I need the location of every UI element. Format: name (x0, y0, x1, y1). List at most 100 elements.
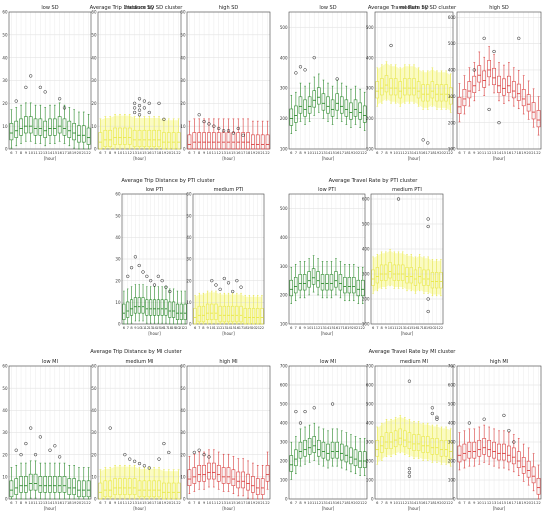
box (507, 445, 511, 463)
outlier-point (167, 450, 171, 455)
box (439, 84, 444, 102)
box (142, 129, 147, 148)
x-tick-label: 14 (326, 501, 331, 505)
outlier-point (53, 444, 57, 448)
box (371, 269, 375, 286)
outlier-point (123, 453, 127, 457)
box (362, 451, 367, 468)
outlier-point (192, 450, 196, 455)
outlier-point (396, 197, 401, 201)
panel-subtitle: low SD (41, 5, 58, 11)
outlier-point (407, 470, 412, 475)
x-tick-label: 19 (251, 501, 256, 505)
box (418, 267, 422, 284)
panel-subtitle: high MI (219, 359, 237, 365)
x-tick-label: 18 (430, 151, 435, 155)
box (251, 134, 255, 150)
y-tick-label: 400 (448, 421, 456, 426)
y-tick-label: 100 (366, 478, 374, 483)
x-tick-label: 17 (512, 151, 517, 155)
box (127, 478, 132, 495)
x-tick-label: 20 (175, 326, 180, 330)
y-tick-label: 20 (115, 278, 121, 283)
x-tick-label: 12 (38, 151, 43, 155)
y-tick-label: 40 (91, 408, 97, 413)
x-tick-label: 16 (57, 151, 62, 155)
box (426, 269, 430, 286)
x-tick-label: 10 (477, 501, 482, 505)
x-tick-label: 12 (317, 501, 322, 505)
outlier-point (235, 279, 239, 283)
box (352, 277, 356, 294)
x-tick-label: 17 (241, 151, 246, 155)
outlier-point (137, 108, 142, 112)
box (307, 271, 311, 288)
x-tick-label: 15 (156, 326, 161, 330)
box (235, 305, 239, 323)
x-tick-label: 7 (193, 501, 195, 505)
outlier-point (137, 103, 142, 108)
x-tick-label: 12 (216, 501, 221, 505)
box (241, 132, 246, 150)
outlier-point (212, 124, 216, 128)
x-tick-label: 13 (221, 501, 226, 505)
box (289, 279, 293, 297)
panel-subtitle: medium PTI (214, 187, 244, 193)
x-tick-label: 16 (147, 501, 152, 505)
x-tick-label: 16 (147, 151, 152, 155)
box (157, 129, 161, 148)
y-tick-label: 50 (2, 32, 8, 37)
x-tick-label: 16 (334, 326, 339, 330)
box (344, 445, 349, 463)
y-tick-label: 50 (115, 213, 121, 218)
box (265, 465, 270, 482)
x-tick-label: 9 (114, 151, 117, 155)
box (462, 443, 467, 461)
x-tick-label: 10 (118, 501, 123, 505)
box (122, 127, 127, 145)
x-tick-label: 11 (212, 501, 217, 505)
box (221, 467, 226, 484)
box (77, 480, 81, 498)
y-tick-label: 600 (448, 15, 456, 20)
x-tick-label: 19 (162, 151, 167, 155)
outlier-point (160, 279, 164, 283)
x-tick-label: 17 (164, 326, 169, 330)
x-tick-label: 6 (123, 326, 126, 330)
x-tick-label: 10 (207, 501, 212, 505)
x-tick-label: 13 (221, 151, 226, 155)
chart-title: Average Trip Distance by MI cluster (90, 349, 182, 355)
box (403, 78, 407, 96)
outlier-point (517, 36, 521, 40)
outlier-point (142, 464, 147, 468)
box (142, 480, 147, 498)
x-tick-label: 16 (507, 151, 512, 155)
x-tick-label: 19 (521, 151, 526, 155)
box (349, 447, 353, 465)
box (108, 480, 113, 498)
x-tick-label: 11 (311, 326, 316, 330)
y-tick-label: 100 (366, 147, 374, 152)
outlier-point (497, 121, 501, 125)
box (207, 462, 211, 480)
box (162, 482, 166, 500)
x-tick-label: 8 (202, 326, 205, 330)
y-tick-label: 500 (448, 402, 456, 407)
x-tick-label: 10 (393, 501, 398, 505)
x-axis-label: [hour] (148, 331, 161, 336)
x-axis-label: [hour] (493, 156, 506, 161)
y-tick-label: 20 (186, 278, 192, 283)
y-tick-label: 0 (453, 497, 456, 502)
y-tick-label: 400 (362, 247, 370, 252)
x-tick-label: 13 (400, 326, 405, 330)
outlier-point (207, 455, 211, 459)
x-tick-label: 13 (132, 501, 137, 505)
x-tick-label: 12 (396, 326, 401, 330)
box (526, 94, 531, 112)
x-tick-label: 19 (171, 326, 176, 330)
box (531, 102, 536, 120)
x-tick-label: 7 (381, 151, 383, 155)
